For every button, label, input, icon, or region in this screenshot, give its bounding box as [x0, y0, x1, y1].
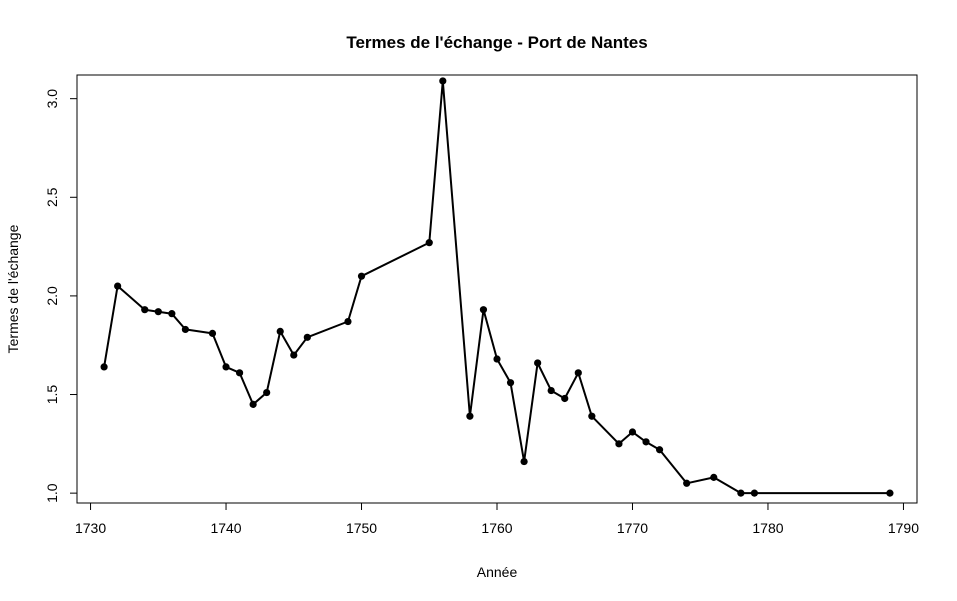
- data-point: [615, 440, 623, 448]
- data-point: [425, 239, 433, 247]
- series-line-group: [100, 77, 894, 497]
- data-point: [290, 351, 298, 359]
- y-axis: 1.0 1.5 2.0 2.5 3.0: [44, 89, 78, 503]
- y-axis-title: Termes de l'échange: [5, 224, 21, 353]
- data-point: [886, 489, 894, 497]
- chart-title: Termes de l'échange - Port de Nantes: [346, 33, 647, 52]
- data-point: [249, 400, 257, 408]
- data-point: [181, 325, 189, 334]
- x-tick-label: 1790: [888, 520, 919, 536]
- data-point: [737, 489, 745, 497]
- y-tick-label: 1.5: [44, 385, 60, 405]
- y-tick-label: 2.0: [44, 286, 60, 306]
- x-tick-label: 1750: [346, 520, 377, 536]
- data-point: [547, 386, 555, 395]
- x-tick-label: 1730: [75, 520, 106, 536]
- x-tick-label: 1760: [481, 520, 512, 536]
- data-point: [303, 333, 311, 341]
- data-point: [466, 412, 474, 420]
- data-point: [114, 282, 122, 290]
- plot-frame: [76, 74, 918, 504]
- data-point: [439, 77, 447, 85]
- data-point: [710, 473, 718, 481]
- data-point: [141, 306, 149, 314]
- x-axis: 1730 1740 1750 1760 1770 1780 1790: [75, 502, 919, 536]
- x-tick-label: 1770: [617, 520, 648, 536]
- data-point: [100, 363, 108, 371]
- data-point: [628, 428, 637, 436]
- data-point: [154, 308, 162, 316]
- data-point: [683, 479, 691, 487]
- data-point: [588, 412, 596, 420]
- data-point: [642, 438, 650, 446]
- data-point: [479, 306, 488, 314]
- data-point: [520, 457, 528, 466]
- y-tick-label: 1.0: [44, 483, 60, 503]
- data-point: [750, 489, 759, 497]
- data-point: [168, 310, 176, 318]
- data-point: [357, 272, 366, 280]
- x-tick-label: 1740: [210, 520, 241, 536]
- data-point: [222, 363, 230, 371]
- data-point: [344, 317, 352, 326]
- x-axis-title: Année: [477, 564, 518, 580]
- data-point: [534, 359, 542, 367]
- y-tick-label: 2.5: [44, 187, 60, 207]
- data-point: [263, 388, 271, 397]
- series-line: [103, 79, 890, 495]
- data-point: [493, 355, 501, 363]
- data-point: [655, 446, 664, 454]
- data-point: [506, 379, 515, 387]
- data-point: [561, 394, 569, 403]
- x-tick-label: 1780: [752, 520, 783, 536]
- data-point: [574, 369, 582, 377]
- data-point: [276, 327, 284, 336]
- y-tick-label: 3.0: [44, 89, 60, 109]
- data-point: [235, 369, 244, 377]
- data-point: [208, 329, 217, 337]
